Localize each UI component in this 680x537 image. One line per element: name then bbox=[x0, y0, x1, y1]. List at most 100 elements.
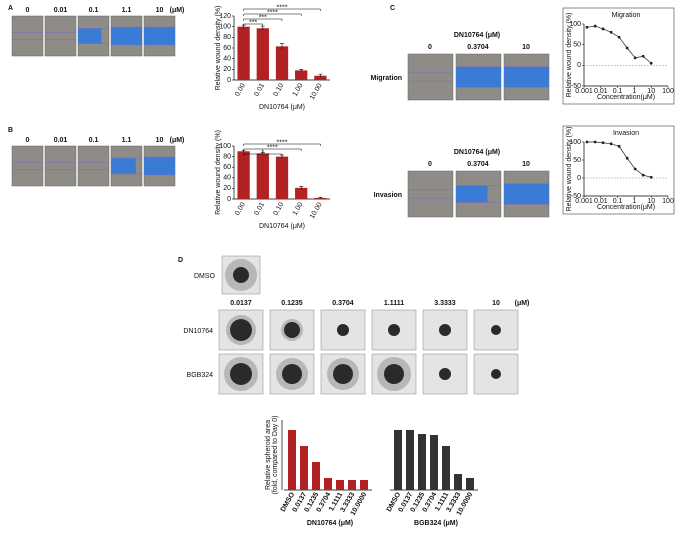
error-bar bbox=[299, 69, 304, 72]
concentration-label: 0.01 bbox=[54, 137, 68, 144]
data-point bbox=[633, 56, 637, 60]
data-point bbox=[593, 24, 597, 28]
significance-label: *** bbox=[249, 20, 257, 27]
x-tick-label: 10 bbox=[647, 198, 655, 205]
data-point bbox=[633, 167, 637, 171]
concentration-label: 3.3333 bbox=[434, 300, 456, 307]
spheroid bbox=[230, 319, 252, 341]
y-axis-label: Relative wound density (%) bbox=[215, 130, 222, 215]
bar bbox=[312, 462, 320, 490]
y-axis-label: Relative wound density (%) bbox=[215, 6, 222, 91]
bar bbox=[275, 46, 289, 80]
bar bbox=[275, 156, 289, 199]
y-tick-label: 80 bbox=[223, 153, 231, 160]
y-tick-label: 80 bbox=[223, 34, 231, 41]
bar bbox=[442, 446, 450, 490]
group-label: BGB324 (μM) bbox=[414, 520, 458, 527]
wound-area bbox=[144, 157, 175, 175]
y-tick-label: 60 bbox=[223, 45, 231, 52]
concentration-label: 0.0137 bbox=[230, 300, 252, 307]
panel-label: D bbox=[178, 257, 183, 264]
error-bar bbox=[318, 73, 323, 78]
concentration-label: 0.1 bbox=[89, 137, 99, 144]
wound-area bbox=[78, 28, 102, 44]
bar bbox=[295, 187, 308, 199]
data-point bbox=[601, 27, 605, 31]
y-tick-label: 0 bbox=[577, 175, 581, 182]
unit-label: (μM) bbox=[170, 7, 185, 14]
error-bar bbox=[260, 25, 265, 31]
spheroid bbox=[384, 364, 404, 384]
spheroid bbox=[337, 324, 349, 336]
panel-label: B bbox=[8, 127, 13, 134]
y-tick-label: 40 bbox=[223, 175, 231, 182]
data-point bbox=[625, 46, 629, 50]
bar bbox=[466, 478, 474, 490]
row-label: BGB324 bbox=[187, 372, 214, 379]
bar bbox=[454, 474, 462, 490]
unit-label: (μM) bbox=[170, 137, 185, 144]
y-axis-label: Relative wound density (%) bbox=[566, 127, 573, 212]
significance-bracket bbox=[243, 23, 264, 26]
bar bbox=[314, 75, 327, 80]
bar bbox=[288, 430, 296, 490]
error-bar bbox=[318, 197, 323, 199]
concentration-label: 0.1 bbox=[89, 7, 99, 14]
concentration-label: 0 bbox=[428, 161, 432, 168]
concentration-label: 10 bbox=[156, 7, 164, 14]
data-point bbox=[609, 142, 613, 146]
micrograph bbox=[11, 145, 44, 187]
y-tick-label: 60 bbox=[223, 164, 231, 171]
concentration-label: 0.3704 bbox=[332, 300, 354, 307]
bar bbox=[324, 478, 332, 490]
y-tick-label: 0 bbox=[227, 77, 231, 84]
concentration-label: 10 bbox=[522, 44, 530, 51]
wound-area bbox=[144, 27, 175, 45]
spheroid bbox=[491, 325, 501, 335]
data-point bbox=[649, 175, 653, 179]
chart-title: Invasion bbox=[613, 130, 639, 137]
x-tick-label: 100 bbox=[662, 88, 674, 95]
x-tick-label: 0.01 bbox=[594, 198, 608, 205]
bar bbox=[256, 28, 269, 80]
micrograph bbox=[407, 170, 454, 218]
micrograph bbox=[44, 145, 77, 187]
bar bbox=[237, 151, 250, 199]
significance-label: *** bbox=[259, 15, 267, 22]
x-axis-label: DN10764 (μM) bbox=[259, 104, 305, 111]
concentration-label: 0 bbox=[26, 137, 30, 144]
wound-area bbox=[111, 27, 142, 45]
bar bbox=[237, 26, 250, 81]
significance-bracket bbox=[243, 18, 283, 21]
x-tick-label: 10 bbox=[647, 88, 655, 95]
x-axis-label: Concentration(μM) bbox=[597, 94, 655, 101]
y-tick-label: 0 bbox=[227, 196, 231, 203]
data-point bbox=[585, 140, 589, 144]
significance-label: **** bbox=[277, 5, 288, 12]
spheroid bbox=[282, 364, 302, 384]
significance-bracket bbox=[243, 8, 321, 11]
concentration-label: 0.3704 bbox=[467, 161, 489, 168]
concentration-label: 0.3704 bbox=[467, 44, 489, 51]
spheroid bbox=[230, 363, 252, 385]
row-label: Migration bbox=[371, 75, 403, 82]
column-header: DN10764 (μM) bbox=[454, 32, 500, 39]
chart-title: Migration bbox=[612, 12, 641, 19]
x-tick-label: 1 bbox=[632, 88, 636, 95]
bar bbox=[394, 430, 402, 490]
x-tick-label: 0.001 bbox=[575, 198, 593, 205]
data-point bbox=[649, 61, 653, 65]
panel-label: C bbox=[390, 5, 395, 12]
significance-label: **** bbox=[277, 140, 288, 147]
wound-area bbox=[504, 183, 549, 205]
y-tick-label: 120 bbox=[219, 13, 231, 20]
y-tick-label: 50 bbox=[573, 42, 581, 49]
bar bbox=[348, 480, 356, 490]
concentration-label: 1.1111 bbox=[384, 300, 404, 307]
error-bar bbox=[299, 185, 304, 190]
micrograph bbox=[407, 53, 454, 101]
y-tick-label: 0 bbox=[577, 62, 581, 69]
chart-frame bbox=[562, 7, 675, 105]
significance-bracket bbox=[243, 153, 283, 156]
micrograph bbox=[77, 145, 110, 187]
